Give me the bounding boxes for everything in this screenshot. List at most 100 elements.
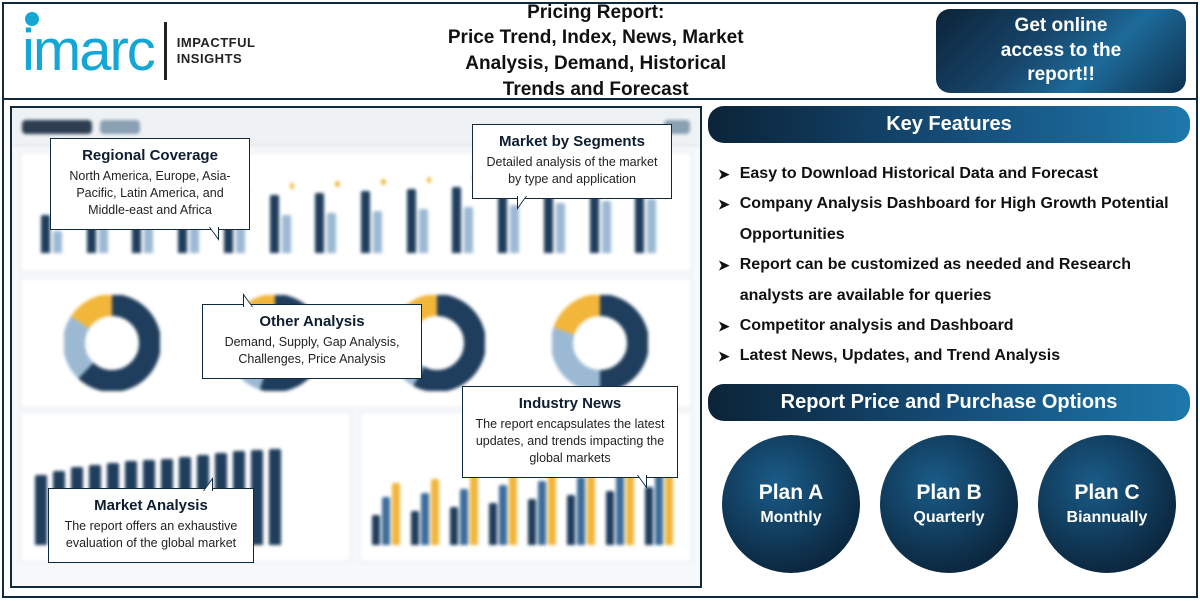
bar xyxy=(602,201,611,253)
callout-tail-icon xyxy=(638,475,646,486)
donut-chart xyxy=(552,295,648,391)
bar xyxy=(373,211,382,253)
bar xyxy=(645,487,653,545)
callout-body: North America, Europe, Asia-Pacific, Lat… xyxy=(63,168,237,219)
bar xyxy=(464,207,473,253)
callout-body: The report offers an exhaustive evaluati… xyxy=(61,518,241,552)
bar xyxy=(99,227,108,253)
plan-circle[interactable]: Plan CBiannually xyxy=(1038,435,1176,573)
bar xyxy=(470,475,478,545)
feature-item: Easy to Download Historical Data and For… xyxy=(718,159,1184,189)
plan-row: Plan A Monthly Plan B Quarterly Plan CBiannu… xyxy=(708,429,1190,577)
bar-group xyxy=(407,189,428,253)
online-access-button[interactable]: Get online access to the report!! xyxy=(936,9,1186,93)
bar xyxy=(450,507,458,545)
bar xyxy=(269,449,281,545)
bar xyxy=(382,497,390,545)
bar-group xyxy=(528,467,556,545)
bar xyxy=(41,215,50,253)
logo-wordmark: imarc xyxy=(22,22,154,80)
bar-dot xyxy=(335,181,340,187)
brand-logo: imarc IMPACTFUL INSIGHTS xyxy=(22,22,255,80)
callout-regional: Regional Coverage North America, Europe,… xyxy=(50,138,250,230)
bar-group xyxy=(372,483,400,545)
cta-line3: report!! xyxy=(1001,63,1121,88)
callout-title: Market by Segments xyxy=(485,133,659,150)
callout-other: Other Analysis Demand, Supply, Gap Analy… xyxy=(202,304,422,379)
toolbar-pill xyxy=(100,120,140,134)
bar xyxy=(567,495,575,545)
bar-dot xyxy=(290,183,295,189)
logo-dot-icon xyxy=(25,12,39,26)
callout-title: Other Analysis xyxy=(215,313,409,330)
bar xyxy=(431,479,439,545)
bar xyxy=(372,515,380,545)
title-line2: Price Trend, Index, News, Market xyxy=(273,25,918,51)
tagline-line1: IMPACTFUL xyxy=(177,35,256,51)
key-features-list: Easy to Download Historical Data and For… xyxy=(708,151,1190,376)
key-features-header: Key Features xyxy=(708,106,1190,143)
toolbar-pill xyxy=(22,120,92,134)
bar xyxy=(616,473,624,545)
logo-divider xyxy=(164,22,167,80)
feature-text: Competitor analysis and Dashboard xyxy=(740,311,1014,341)
callout-title: Market Analysis xyxy=(61,497,241,514)
callout-tail-icon xyxy=(210,227,218,238)
bar xyxy=(53,231,62,253)
feature-item: Company Analysis Dashboard for High Grow… xyxy=(718,189,1184,250)
callout-body: Demand, Supply, Gap Analysis, Challenges… xyxy=(215,334,409,368)
bar xyxy=(407,189,416,253)
purchase-options-header: Report Price and Purchase Options xyxy=(708,384,1190,421)
bar xyxy=(419,209,428,253)
bar xyxy=(510,205,519,253)
bar xyxy=(35,475,47,545)
dashboard-preview: Regional Coverage North America, Europe,… xyxy=(10,106,702,588)
callout-title: Industry News xyxy=(475,395,665,412)
logo-text: imarc xyxy=(22,18,154,83)
donut-chart xyxy=(64,295,160,391)
cta-line2: access to the xyxy=(1001,39,1121,64)
cta-line1: Get online xyxy=(1001,14,1121,39)
bar xyxy=(556,203,565,253)
bar xyxy=(421,493,429,545)
bar xyxy=(509,471,517,545)
bar xyxy=(411,511,419,545)
plan-name: Plan A xyxy=(759,481,824,505)
bar xyxy=(655,469,663,545)
feature-text: Report can be customized as needed and R… xyxy=(740,250,1184,311)
feature-text: Latest News, Updates, and Trend Analysis xyxy=(740,341,1060,371)
plan-name: Plan B xyxy=(916,481,981,505)
bar-dot xyxy=(427,177,432,183)
callout-market: Market Analysis The report offers an exh… xyxy=(48,488,254,563)
bar xyxy=(392,483,400,545)
page-title: Pricing Report: Price Trend, Index, News… xyxy=(273,0,918,102)
title-line3: Analysis, Demand, Historical xyxy=(273,51,918,77)
bar xyxy=(577,477,585,545)
title-line1: Pricing Report: xyxy=(273,0,918,25)
bar xyxy=(499,485,507,545)
bar-group xyxy=(452,187,473,253)
bar xyxy=(647,199,656,253)
plan-name: Plan C xyxy=(1074,481,1139,505)
plan-frequency: Quarterly xyxy=(913,509,984,527)
bar-group xyxy=(270,195,291,253)
plan-frequency: Monthly xyxy=(760,509,821,527)
callout-tail-icon xyxy=(518,196,526,207)
feature-item: Competitor analysis and Dashboard xyxy=(718,311,1184,341)
callout-news: Industry News The report encapsulates th… xyxy=(462,386,678,478)
bar xyxy=(489,503,497,545)
feature-text: Easy to Download Historical Data and For… xyxy=(740,159,1098,189)
bar xyxy=(315,193,324,253)
bar-dot xyxy=(381,179,386,185)
bar xyxy=(460,489,468,545)
bar xyxy=(606,491,614,545)
plan-circle[interactable]: Plan A Monthly xyxy=(722,435,860,573)
bar xyxy=(270,195,279,253)
tagline-line2: INSIGHTS xyxy=(177,51,256,67)
bar xyxy=(548,467,556,545)
plan-circle[interactable]: Plan B Quarterly xyxy=(880,435,1018,573)
bar-group xyxy=(411,479,439,545)
bar-group xyxy=(315,193,336,253)
bar xyxy=(538,481,546,545)
bar-group xyxy=(361,191,382,253)
